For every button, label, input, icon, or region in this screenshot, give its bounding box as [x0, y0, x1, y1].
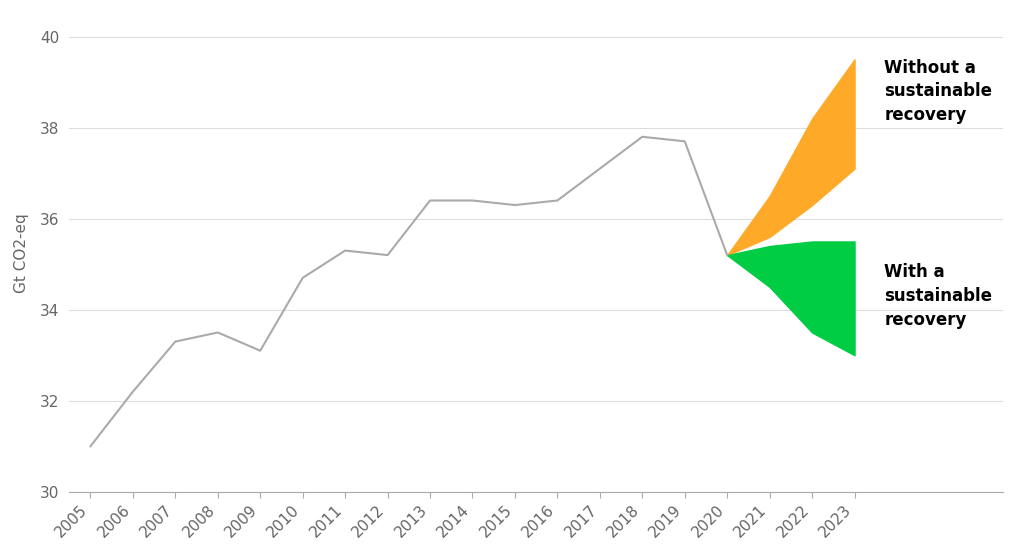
Text: With a
sustainable
recovery: With a sustainable recovery	[885, 264, 992, 329]
Text: Without a
sustainable
recovery: Without a sustainable recovery	[885, 59, 992, 124]
Y-axis label: Gt CO2-eq: Gt CO2-eq	[14, 213, 29, 293]
